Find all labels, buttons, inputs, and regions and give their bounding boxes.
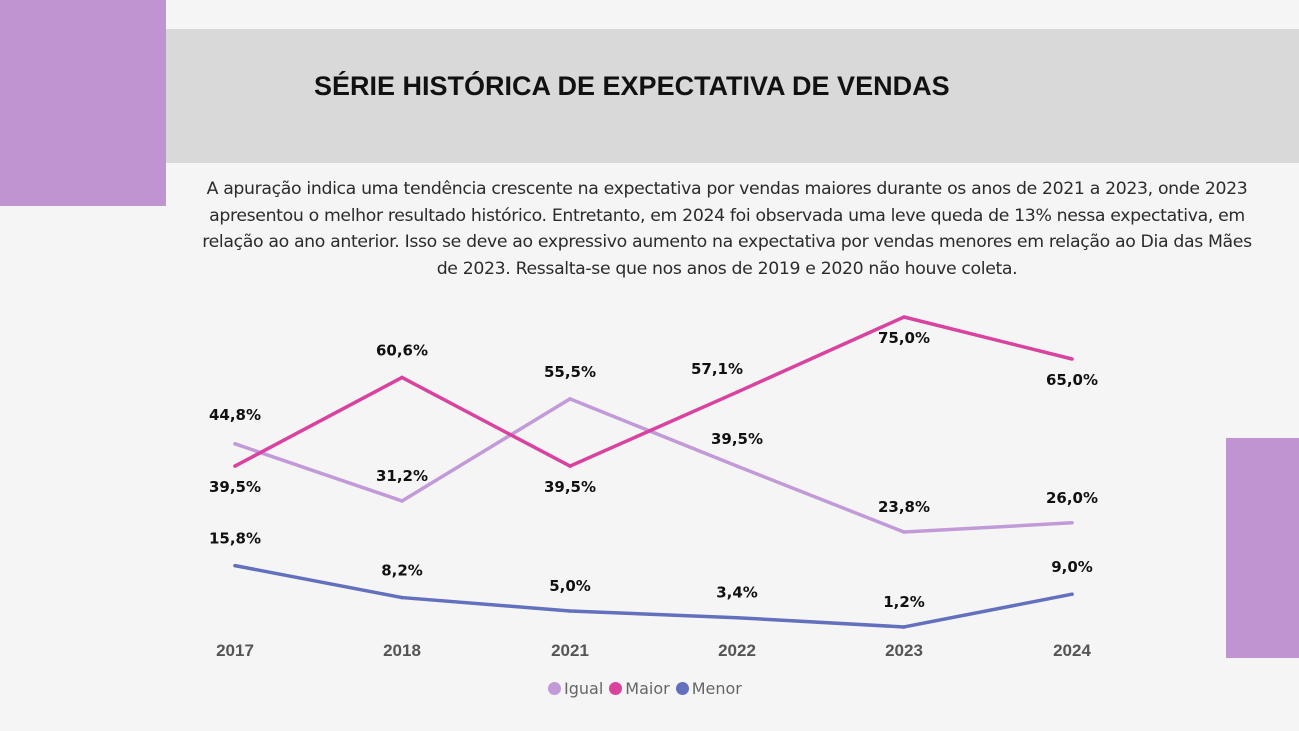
- data-point-igual: [400, 499, 404, 503]
- x-tick-label: 2017: [216, 641, 254, 660]
- data-label-igual: 44,8%: [209, 406, 261, 424]
- data-point-menor: [1070, 592, 1074, 596]
- legend-label: Menor: [691, 679, 742, 698]
- data-label-igual: 39,5%: [711, 430, 763, 448]
- data-label-maior: 60,6%: [376, 341, 428, 359]
- data-label-maior: 39,5%: [209, 478, 261, 496]
- data-label-menor: 3,4%: [716, 584, 758, 602]
- legend-item-menor[interactable]: Menor: [675, 679, 742, 698]
- data-point-igual: [233, 442, 237, 446]
- series-line-menor: [234, 563, 1073, 629]
- data-point-menor: [568, 609, 572, 613]
- decorative-block-right: [1226, 438, 1299, 658]
- chart-legend: Igual Maior Menor: [548, 679, 742, 698]
- data-point-maior: [400, 375, 404, 380]
- data-label-igual: 31,2%: [376, 467, 428, 485]
- data-point-igual: [735, 464, 739, 468]
- data-point-menor: [735, 615, 739, 620]
- data-point-igual: [1070, 521, 1074, 525]
- data-label-igual: 55,5%: [544, 363, 596, 381]
- data-label-menor: 9,0%: [1051, 558, 1093, 576]
- legend-label: Maior: [625, 679, 670, 698]
- data-label-menor: 1,2%: [883, 593, 925, 611]
- legend-dot-icon: [609, 682, 623, 695]
- data-label-igual: 23,8%: [878, 498, 930, 516]
- x-tick-label: 2023: [885, 641, 923, 660]
- x-tick-label: 2022: [718, 641, 756, 660]
- description-paragraph: A apuração indica uma tendência crescent…: [202, 179, 1252, 279]
- data-label-igual: 26,0%: [1046, 489, 1098, 507]
- data-point-menor: [233, 563, 237, 568]
- data-label-maior: 39,5%: [544, 478, 596, 496]
- data-label-maior: 57,1%: [691, 360, 743, 378]
- series-line-maior: [234, 315, 1073, 468]
- x-tick-label: 2024: [1053, 641, 1091, 660]
- data-point-menor: [902, 625, 906, 629]
- data-point-igual: [568, 397, 572, 401]
- page-title: SÉRIE HISTÓRICA DE EXPECTATIVA DE VENDAS: [314, 71, 950, 101]
- data-label-menor: 15,8%: [209, 530, 261, 548]
- legend-dot-icon: [675, 682, 689, 695]
- title-band: SÉRIE HISTÓRICA DE EXPECTATIVA DE VENDAS: [166, 29, 1299, 163]
- data-point-maior: [735, 390, 739, 394]
- data-point-maior: [1070, 357, 1074, 361]
- legend-label: Igual: [564, 679, 604, 698]
- data-point-maior: [902, 315, 906, 319]
- data-label-menor: 5,0%: [549, 577, 591, 595]
- legend-item-igual[interactable]: Igual: [548, 679, 603, 698]
- data-point-maior: [233, 464, 237, 468]
- series-line-igual: [234, 397, 1073, 534]
- data-point-maior: [568, 464, 572, 468]
- x-tick-label: 2018: [383, 641, 421, 660]
- legend-item-maior[interactable]: Maior: [609, 679, 670, 698]
- data-point-menor: [400, 595, 404, 600]
- data-label-maior: 75,0%: [878, 329, 930, 347]
- data-point-igual: [902, 530, 906, 534]
- data-label-maior: 65,0%: [1046, 371, 1098, 389]
- legend-dot-icon: [548, 682, 561, 695]
- data-label-menor: 8,2%: [381, 562, 423, 580]
- x-tick-label: 2021: [551, 641, 589, 660]
- decorative-block-left: [0, 0, 166, 206]
